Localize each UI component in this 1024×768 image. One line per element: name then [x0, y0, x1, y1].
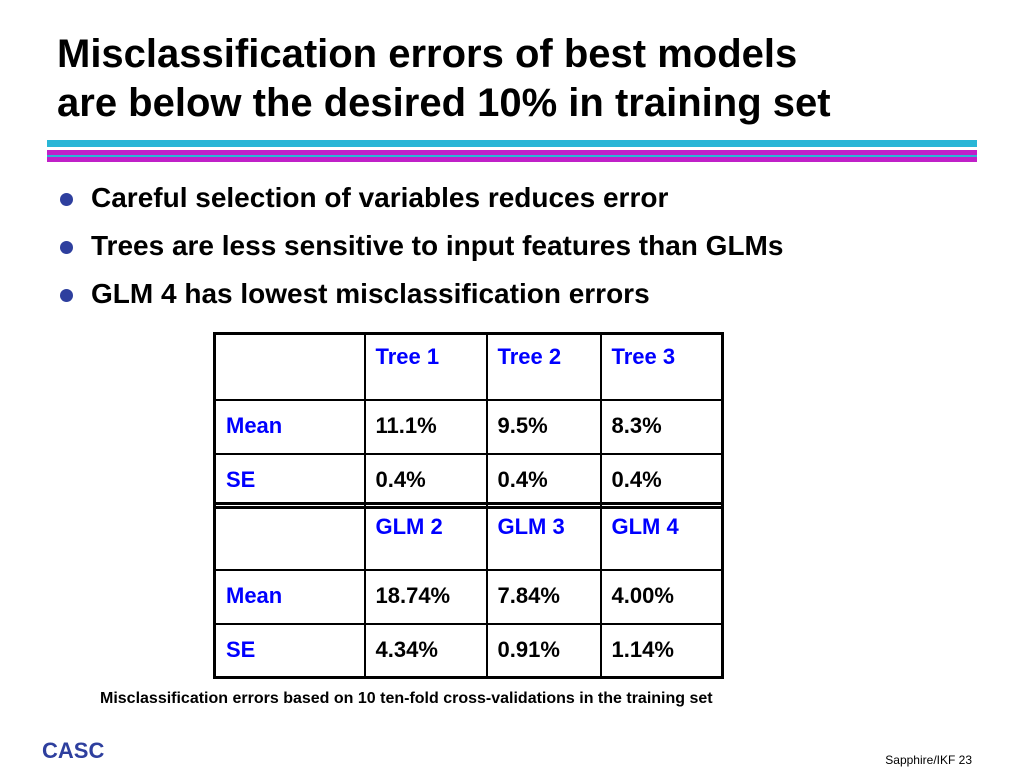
table-row: SE 0.4% 0.4% 0.4%	[213, 452, 724, 509]
row-label-se: SE	[213, 622, 366, 679]
column-header-tree-3: Tree 3	[599, 332, 724, 401]
table-header-row: Tree 1 Tree 2 Tree 3	[213, 332, 724, 401]
title-underline-gap	[47, 147, 977, 150]
bullet-text: GLM 4 has lowest misclassification error…	[91, 278, 650, 309]
slide-title-line-2: are below the desired 10% in training se…	[57, 81, 831, 125]
glm-results-table: GLM 2 GLM 3 GLM 4 Mean 18.74% 7.84% 4.00…	[213, 502, 724, 679]
table-cell: 4.34%	[363, 622, 488, 679]
bullet-dot-icon	[60, 193, 73, 206]
slide-number-label: Sapphire/IKF 23	[885, 753, 972, 767]
table-cell: 1.14%	[599, 622, 724, 679]
table-cell: 0.4%	[485, 452, 602, 509]
title-underline-magenta-lower	[47, 157, 977, 162]
row-label-mean: Mean	[213, 398, 366, 455]
table-header-row: GLM 2 GLM 3 GLM 4	[213, 502, 724, 571]
bullet-item: Careful selection of variables reduces e…	[60, 174, 783, 222]
column-header-glm-4: GLM 4	[599, 502, 724, 571]
table-row: Mean 11.1% 9.5% 8.3%	[213, 398, 724, 455]
title-underline-cyan-thin	[47, 155, 977, 157]
casc-logo: CASC	[42, 738, 105, 763]
bullet-item: GLM 4 has lowest misclassification error…	[60, 270, 783, 318]
table-row: SE 4.34% 0.91% 1.14%	[213, 622, 724, 679]
bullet-text: Careful selection of variables reduces e…	[91, 182, 669, 213]
table-cell: 0.91%	[485, 622, 602, 679]
table-cell: 8.3%	[599, 398, 724, 455]
table-cell: 7.84%	[485, 568, 602, 625]
row-label-se: SE	[213, 452, 366, 509]
table-corner-cell	[213, 332, 366, 401]
column-header-tree-1: Tree 1	[363, 332, 488, 401]
row-label-mean: Mean	[213, 568, 366, 625]
table-cell: 18.74%	[363, 568, 488, 625]
title-underline-cyan	[47, 140, 977, 147]
column-header-tree-2: Tree 2	[485, 332, 602, 401]
title-underline-magenta	[47, 150, 977, 155]
table-cell: 9.5%	[485, 398, 602, 455]
bullet-text: Trees are less sensitive to input featur…	[91, 230, 784, 261]
column-header-glm-3: GLM 3	[485, 502, 602, 571]
bullet-list: Careful selection of variables reduces e…	[60, 174, 783, 318]
column-header-glm-2: GLM 2	[363, 502, 488, 571]
table-cell: 11.1%	[363, 398, 488, 455]
table-cell: 4.00%	[599, 568, 724, 625]
table-cell: 0.4%	[599, 452, 724, 509]
bullet-item: Trees are less sensitive to input featur…	[60, 222, 783, 270]
table-caption: Misclassification errors based on 10 ten…	[100, 690, 713, 707]
table-row: Mean 18.74% 7.84% 4.00%	[213, 568, 724, 625]
tree-results-table: Tree 1 Tree 2 Tree 3 Mean 11.1% 9.5% 8.3…	[213, 332, 724, 509]
bullet-dot-icon	[60, 289, 73, 302]
bullet-dot-icon	[60, 241, 73, 254]
slide-title: Misclassification errors of best models …	[57, 30, 987, 128]
slide-title-line-1: Misclassification errors of best models	[57, 32, 798, 76]
table-cell: 0.4%	[363, 452, 488, 509]
table-corner-cell	[213, 502, 366, 571]
